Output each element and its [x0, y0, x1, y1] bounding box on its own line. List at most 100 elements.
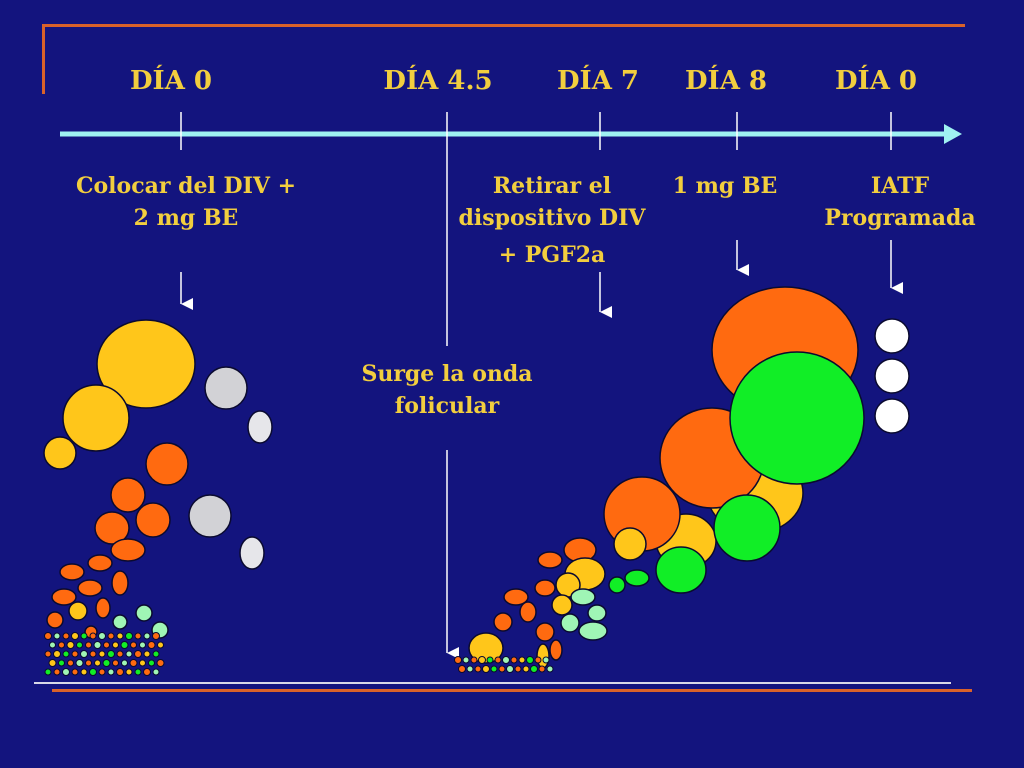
small-follicle	[44, 668, 52, 676]
follicle-orange	[537, 551, 563, 569]
annotation-wave-line-2: folicular	[394, 393, 500, 419]
small-follicle	[85, 641, 92, 649]
follicle-orange	[95, 597, 111, 619]
small-follicle	[152, 668, 160, 676]
follicle-yellow	[613, 527, 647, 561]
small-follicle	[490, 665, 498, 673]
small-follicle	[44, 650, 52, 658]
follicle-gray	[204, 366, 248, 410]
day-label-0: DÍA 0	[129, 66, 213, 96]
annotation-wave: Surge la onda folicular	[361, 358, 532, 422]
follicle-orange	[77, 579, 103, 597]
small-follicle	[454, 656, 462, 664]
small-follicle	[76, 641, 83, 649]
small-follicle	[98, 668, 106, 676]
follicle-white	[874, 398, 910, 434]
small-follicle	[121, 659, 128, 667]
follicle-cluster-day-8	[468, 286, 865, 669]
follicle-orange	[110, 538, 146, 562]
small-follicle	[494, 656, 502, 664]
small-follicle	[116, 650, 124, 658]
small-follicle	[542, 656, 550, 664]
small-follicle	[107, 668, 115, 676]
follicle-orange	[94, 511, 130, 545]
follicle-orange	[111, 570, 129, 596]
annotation-day-8: 1 mg BE	[673, 170, 778, 202]
small-follicle	[53, 650, 61, 658]
follicle-orange	[534, 579, 556, 597]
small-follicle	[152, 650, 160, 658]
small-follicle	[478, 656, 486, 664]
small-follicle	[58, 641, 65, 649]
frame-top-line	[42, 24, 965, 27]
follicle-green	[624, 569, 650, 587]
small-follicle	[134, 650, 142, 658]
follicle-mint	[135, 604, 153, 622]
small-follicle	[510, 656, 518, 664]
small-follicle	[107, 632, 115, 640]
small-follicle	[148, 659, 155, 667]
small-follicle	[522, 665, 530, 673]
follicle-orange	[493, 612, 513, 632]
small-follicle	[75, 659, 84, 667]
follicle-orange	[110, 477, 146, 513]
follicle-yellow	[62, 384, 130, 452]
annotation-day-0: Colocar del DIV + 2 mg BE	[76, 170, 296, 234]
small-follicle	[53, 632, 61, 640]
small-follicle	[506, 665, 514, 673]
follicle-gray	[188, 494, 232, 538]
follicle-green	[655, 546, 707, 594]
day-label-7: DÍA 7	[556, 66, 640, 96]
small-follicle	[62, 632, 70, 640]
small-follicle	[514, 665, 522, 673]
small-follicle	[103, 641, 110, 649]
small-follicle	[125, 668, 133, 676]
follicle-orange	[51, 588, 77, 606]
follicle-gray	[239, 536, 265, 570]
ovulation-markers	[874, 318, 910, 434]
annotation-wave-line-1: Surge la onda	[361, 361, 533, 387]
follicle-orange	[549, 639, 563, 661]
small-follicle	[129, 659, 138, 667]
small-follicles-day-8	[454, 656, 554, 673]
follicle-mint	[578, 621, 608, 641]
frame-bottom-line	[52, 689, 972, 692]
small-follicle	[482, 665, 490, 673]
small-follicle	[526, 656, 534, 664]
small-follicle	[130, 641, 137, 649]
small-follicle	[134, 668, 142, 676]
follicle-mint	[570, 588, 596, 606]
follicle-white	[874, 318, 910, 354]
annotation-day-8-line-1: 1 mg BE	[672, 173, 778, 199]
small-follicle	[98, 632, 106, 640]
small-follicle	[143, 668, 151, 676]
small-follicle	[143, 650, 151, 658]
follicle-mint	[112, 614, 128, 630]
small-follicle	[546, 665, 554, 673]
small-follicle	[125, 632, 133, 640]
follicle-yellow	[96, 319, 196, 409]
small-follicle	[94, 659, 101, 667]
follicle-orange	[135, 502, 171, 538]
small-follicle	[518, 656, 526, 664]
follicle-orange	[87, 554, 113, 572]
annotation-day-7: Retirar el dispositivo DIV + PGF2a	[459, 170, 646, 276]
small-follicle	[466, 665, 474, 673]
small-follicle	[89, 650, 97, 658]
small-follicle	[80, 668, 88, 676]
small-follicle	[470, 656, 478, 664]
small-follicle	[89, 632, 97, 640]
small-follicle	[486, 656, 494, 664]
follicle-green	[608, 576, 626, 594]
small-follicle	[48, 659, 57, 667]
annotation-iatf-line-2: Programada	[824, 205, 976, 231]
small-follicle	[62, 650, 70, 658]
small-follicle	[116, 668, 124, 676]
small-follicle	[502, 656, 510, 664]
small-follicle	[147, 641, 156, 649]
timeline-ticks	[180, 112, 892, 150]
annotation-day-7-line-3: + PGF2a	[498, 242, 606, 268]
follicle-orange	[535, 622, 555, 642]
